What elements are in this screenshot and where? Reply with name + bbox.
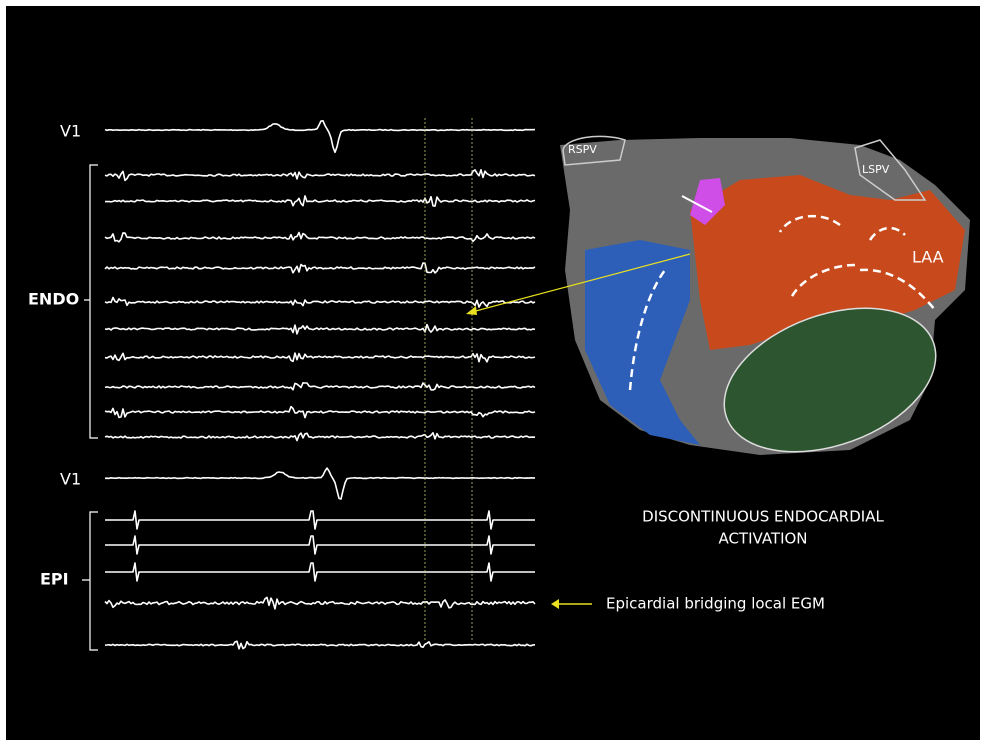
group-label: ENDO [28,290,79,309]
page: V1 ENDO V1 EPI RSPV LSPV LAA DISCONTINUO… [0,0,986,746]
annotation: Epicardial bridging local EGM [606,595,825,613]
figure: V1 ENDO V1 EPI RSPV LSPV LAA DISCONTINUO… [0,0,986,746]
group-label: EPI [40,570,69,589]
vein-label: RSPV [568,143,597,156]
lead-label: V1 [60,470,81,489]
lead-label: V1 [60,122,81,141]
region-label: LAA [912,248,944,267]
vein-label: LSPV [862,163,890,176]
caption: ACTIVATION [718,530,807,548]
caption: DISCONTINUOUS ENDOCARDIAL [642,508,884,526]
